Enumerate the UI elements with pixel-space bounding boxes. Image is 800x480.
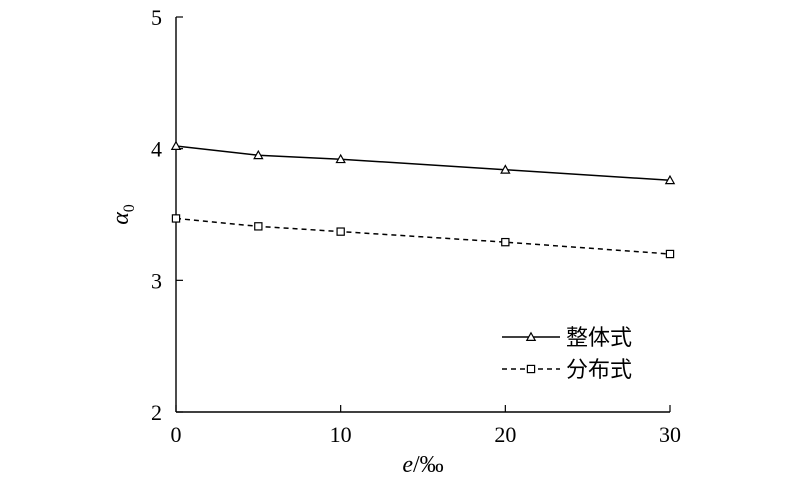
data-point [336, 227, 345, 236]
data-point [501, 237, 510, 247]
legend-marker [525, 331, 537, 341]
axes [175, 17, 670, 413]
x-axis-label: e/‰ [402, 452, 443, 478]
series-line [175, 145, 671, 182]
x-tick-label: 0 [171, 422, 182, 447]
legend-item: 分布式 [502, 358, 632, 383]
x-axis-ticks: 0 10 20 30 [171, 405, 681, 447]
data-point [335, 153, 346, 164]
legend-label: 整体式 [566, 326, 632, 351]
x-tick-label: 30 [659, 422, 681, 447]
y-tick-label: 5 [151, 5, 162, 30]
y-axis-ticks: 2 3 4 5 [151, 5, 183, 425]
y-tick-label: 3 [151, 268, 162, 293]
plot-area [170, 140, 676, 259]
series-2 [171, 214, 675, 259]
legend-label: 分布式 [566, 358, 632, 383]
y-tick-label: 2 [151, 400, 162, 425]
y-tick-label: 4 [151, 137, 162, 162]
y-axis-label: α0 [108, 204, 138, 225]
series-1 [170, 140, 676, 185]
legend-marker [526, 364, 536, 374]
data-point [665, 249, 675, 259]
data-point [254, 222, 263, 231]
data-point [664, 174, 676, 185]
data-point [171, 214, 181, 223]
x-tick-label: 10 [330, 422, 352, 447]
x-tick-label: 20 [494, 422, 516, 447]
series-line [175, 217, 671, 255]
data-point [500, 164, 511, 174]
data-point [253, 149, 264, 160]
data-point [170, 140, 182, 150]
legend-item: 整体式 [502, 326, 632, 351]
